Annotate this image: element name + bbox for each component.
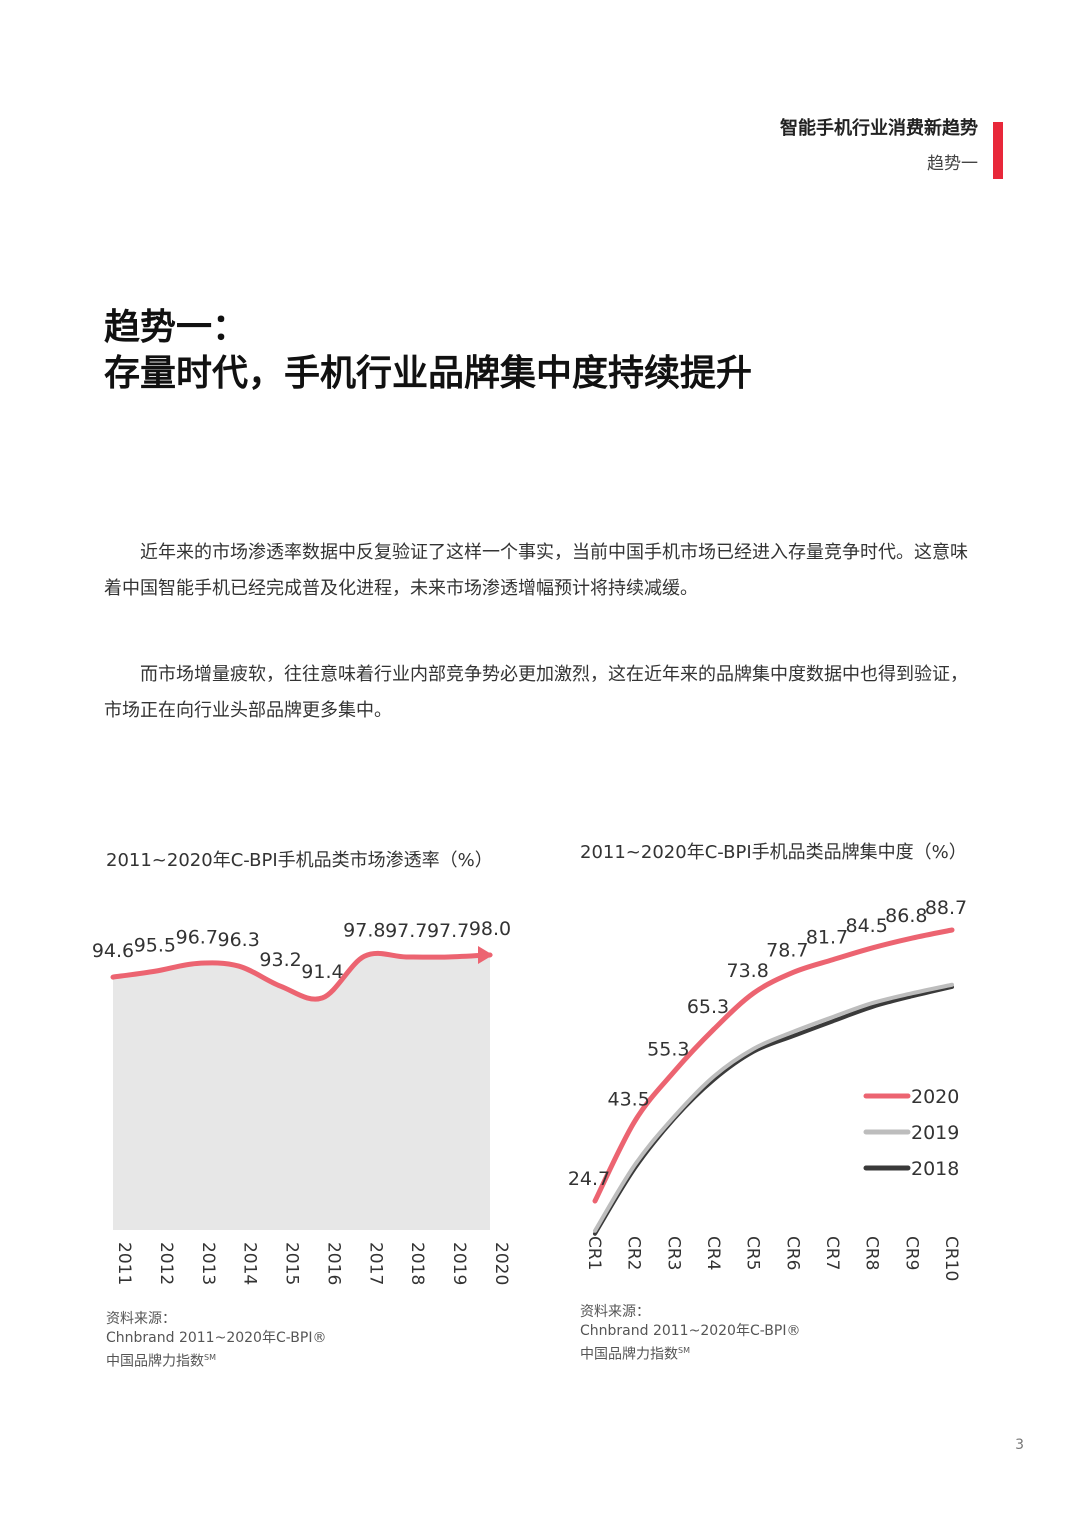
chart2-x-tick-label: CR2 (624, 1236, 644, 1271)
chart2-source-label: 资料来源： (580, 1304, 650, 1320)
chart2-series-2019-line (593, 982, 954, 1233)
chart2-data-label: 81.7 (806, 927, 848, 949)
chart1-source-line1: Chnbrand 2011~2020年C-BPI® (106, 1330, 327, 1346)
chart2-data-label: 73.8 (727, 960, 769, 982)
header: 智能手机行业消费新趋势 趋势一 (780, 116, 978, 178)
chart2-data-label: 55.3 (647, 1038, 689, 1060)
chart2-data-label: 78.7 (766, 939, 808, 961)
chart1-x-tick-label: 2017 (365, 1242, 385, 1285)
chart1-source-line2-text: 中国品牌力指数 (106, 1353, 204, 1370)
chart2-x-tick-label: CR1 (584, 1236, 604, 1271)
chart1-x-tick-label: 2018 (407, 1242, 427, 1285)
chart1-arrowhead (478, 946, 493, 964)
chart1-data-label: 97.7 (385, 920, 427, 942)
header-title: 智能手机行业消费新趋势 (780, 118, 978, 139)
chart1-source-sup: SM (204, 1353, 216, 1362)
chart1-x-tick-label: 2015 (282, 1242, 302, 1285)
chart1-data-label: 96.7 (176, 926, 218, 948)
chart1-data-label: 96.3 (218, 929, 260, 951)
chart1-x-tick-label: 2011 (114, 1242, 134, 1285)
chart2-source-line1: Chnbrand 2011~2020年C-BPI® (580, 1323, 801, 1339)
chart1-data-label: 98.0 (469, 918, 511, 940)
chart2-x-tick-label: CR6 (782, 1236, 802, 1271)
chart2-x-tick-label: CR5 (743, 1236, 763, 1271)
header-subtitle: 趋势一 (927, 154, 978, 174)
chart2-data-label: 65.3 (687, 996, 729, 1018)
chart1-data-label: 97.8 (343, 919, 385, 941)
chart1-title: 2011~2020年C-BPI手机品类市场渗透率（%） (106, 850, 493, 871)
chart1-x-tick-label: 2016 (323, 1242, 343, 1285)
chart1-series-line (110, 950, 493, 1002)
chart1-x-tick-label: 2019 (449, 1242, 469, 1285)
page-number: 3 (1015, 1437, 1024, 1453)
chart2-legend-label-2019: 2019 (911, 1122, 959, 1144)
paragraph-1: 近年来的市场渗透率数据中反复验证了这样一个事实，当前中国手机市场已经进入存量竞争… (104, 542, 968, 599)
chart2-x-tick-label: CR10 (941, 1236, 961, 1281)
chart1-x-tick-label: 2012 (156, 1242, 176, 1285)
chart2-legend-label-2018: 2018 (911, 1158, 959, 1180)
chart2-title: 2011~2020年C-BPI手机品类品牌集中度（%） (580, 842, 967, 863)
chart2-data-label: 88.7 (925, 897, 967, 919)
chart2-data-label: 84.5 (846, 915, 888, 937)
chart2-series-2020-line (592, 927, 955, 1204)
chart1-source: 资料来源： Chnbrand 2011~2020年C-BPI® 中国品牌力指数S… (106, 1310, 326, 1372)
chart2-x-tick-label: CR9 (901, 1236, 921, 1271)
chart1-data-label: 97.7 (427, 920, 469, 942)
chart2-x-tick-label: CR3 (663, 1236, 683, 1271)
chart2-x-tick-label: CR4 (703, 1236, 723, 1271)
chart2-x-tick-label: CR8 (862, 1236, 882, 1271)
chart2-source-line2: 中国品牌力指数SM (580, 1341, 800, 1365)
chart1-data-label: 95.5 (134, 934, 176, 956)
chart1-x-tick-label: 2013 (198, 1242, 218, 1285)
chart1-data-label: 93.2 (259, 949, 301, 971)
chart2-data-label: 86.8 (885, 905, 927, 927)
chart1-data-label: 94.6 (92, 940, 134, 962)
chart2-x-tick-label: CR7 (822, 1236, 842, 1271)
chart2-legend-label-2020: 2020 (911, 1086, 959, 1108)
paragraph-2: 而市场增量疲软，往往意味着行业内部竞争势必更加激烈，这在近年来的品牌集中度数据中… (104, 664, 968, 721)
chart1-source-label: 资料来源： (106, 1311, 176, 1327)
chart2-source-sup: SM (678, 1346, 690, 1355)
chart2-data-label: 43.5 (608, 1088, 650, 1110)
page-title-line2: 存量时代，手机行业品牌集中度持续提升 (104, 353, 753, 394)
header-accent-bar (993, 122, 1003, 179)
page-title-line1: 趋势一： (104, 307, 249, 348)
chart1-area (113, 953, 490, 1230)
chart1-x-tick-label: 2014 (240, 1242, 260, 1285)
chart1-source-line2: 中国品牌力指数SM (106, 1348, 326, 1372)
chart1-data-label: 91.4 (301, 961, 343, 983)
chart2-data-label: 24.7 (568, 1168, 610, 1190)
chart2-source: 资料来源： Chnbrand 2011~2020年C-BPI® 中国品牌力指数S… (580, 1303, 800, 1365)
chart2-source-line2-text: 中国品牌力指数 (580, 1346, 678, 1363)
page-title: 趋势一： 存量时代，手机行业品牌集中度持续提升 (104, 305, 752, 397)
chart1-x-tick-label: 2020 (491, 1242, 511, 1285)
